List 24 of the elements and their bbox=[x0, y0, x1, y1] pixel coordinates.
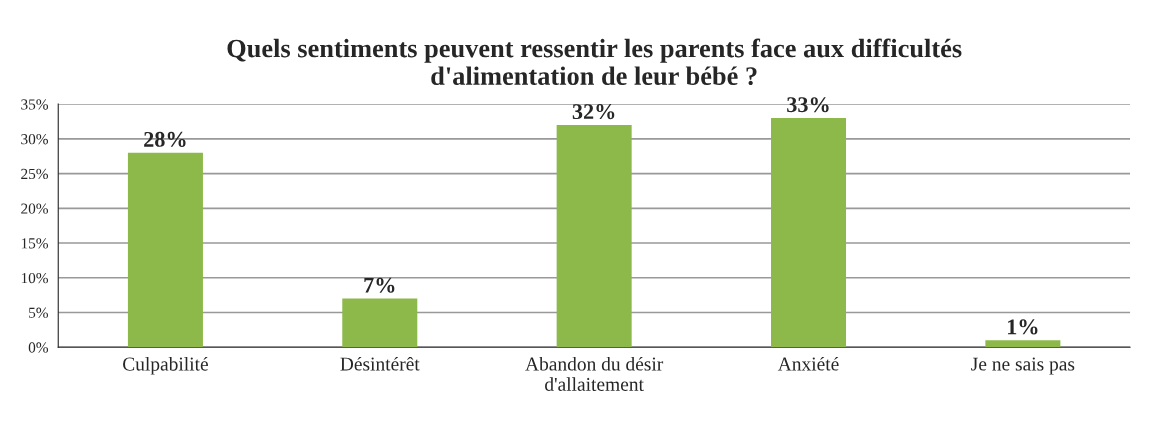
y-tick-label: 35% bbox=[21, 99, 49, 110]
bar bbox=[985, 340, 1061, 348]
bar bbox=[342, 298, 418, 348]
y-tick-label: 0% bbox=[28, 342, 49, 353]
y-tick-label: 30% bbox=[21, 134, 49, 145]
y-tick-label: 15% bbox=[21, 238, 49, 249]
y-tick-label: 20% bbox=[21, 203, 49, 214]
chart-title: Quels sentiments peuvent ressentir les parents face aux difficultés d'alimentation de leur bébé ? bbox=[227, 38, 962, 86]
x-tick-label: Culpabilité bbox=[123, 356, 208, 375]
x-tick-label: Je ne sais pas bbox=[971, 357, 1075, 375]
bar bbox=[127, 152, 203, 348]
y-tick-label: 5% bbox=[29, 307, 49, 318]
x-tick-label: Anxiété bbox=[777, 356, 839, 371]
data-label: 33% bbox=[787, 97, 829, 113]
y-tick-label: 10% bbox=[21, 272, 49, 284]
data-label: 1% bbox=[1007, 319, 1038, 335]
data-label: 7% bbox=[364, 277, 395, 293]
data-label: 28% bbox=[144, 131, 186, 147]
x-tick-label: Abandon du désir d'allaitement bbox=[525, 356, 664, 391]
bar bbox=[771, 118, 847, 348]
x-tick-label: Désintérêt bbox=[340, 356, 420, 371]
bar bbox=[556, 124, 632, 348]
y-tick-label: 25% bbox=[21, 168, 49, 180]
data-label: 32% bbox=[572, 104, 615, 120]
